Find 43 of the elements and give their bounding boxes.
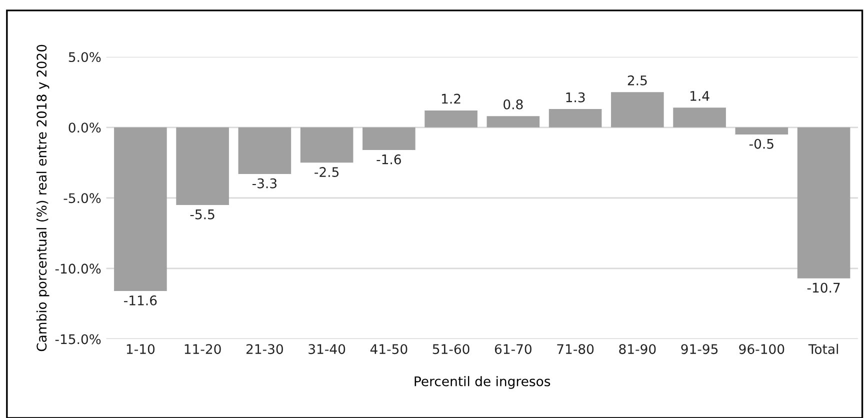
x-tick-label: 71-80: [557, 344, 594, 354]
bar: [362, 127, 416, 150]
bar: [424, 110, 478, 128]
x-tick-label: 91-95: [681, 344, 718, 354]
y-axis-title: Cambio porcentual (%) real entre 2018 y 2020: [36, 44, 50, 352]
data-label: -3.3: [252, 178, 276, 188]
data-label: 1.3: [566, 92, 585, 102]
data-label: -5.5: [190, 210, 214, 220]
data-label: 1.2: [442, 94, 460, 104]
y-tick-label: -5.0%: [64, 193, 101, 204]
x-tick-label: 61-70: [494, 344, 532, 354]
x-tick-label: 96-100: [739, 344, 784, 354]
bar: [548, 109, 602, 128]
bar: [797, 127, 850, 278]
x-tick-label: 21-30: [246, 344, 283, 354]
x-tick-label: 1-10: [126, 344, 155, 354]
data-label: 1.4: [690, 91, 710, 101]
data-label: -10.7: [807, 282, 840, 293]
y-tick-label: -15.0%: [55, 334, 101, 344]
bar: [300, 127, 354, 163]
data-label: -2.5: [314, 167, 339, 178]
data-label: 2.5: [628, 75, 647, 86]
x-tick-label: 11-20: [184, 344, 221, 354]
y-tick-label: -10.0%: [55, 264, 101, 274]
y-tick-label: 0.0%: [68, 122, 101, 133]
bar: [735, 127, 788, 134]
x-tick-label: 51-60: [432, 344, 470, 354]
data-label: -1.6: [376, 154, 401, 164]
data-label: -11.6: [124, 295, 157, 306]
data-label: -0.5: [749, 138, 774, 149]
bar: [673, 108, 726, 128]
bar: [486, 116, 540, 128]
x-axis-title: Percentil de ingresos: [414, 376, 550, 389]
data-label: 0.8: [504, 99, 523, 110]
bar: [114, 127, 167, 292]
bar: [238, 127, 292, 174]
y-tick-label: 5.0%: [68, 52, 101, 62]
x-tick-label: 31-40: [308, 344, 346, 354]
x-tick-label: 81-90: [619, 344, 656, 354]
bar: [176, 127, 229, 205]
x-tick-label: Total: [808, 344, 838, 354]
bar: [611, 92, 664, 128]
x-tick-label: 41-50: [370, 344, 408, 354]
